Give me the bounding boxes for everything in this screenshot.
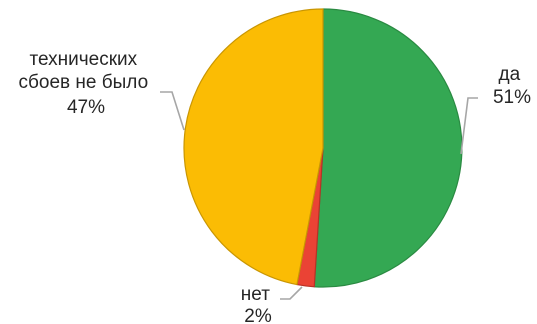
- label-yes: да 51%: [493, 64, 531, 108]
- label-yes-percent: 51%: [493, 87, 531, 108]
- leader-yes: [460, 97, 478, 155]
- label-no-percent: 2%: [244, 306, 272, 324]
- leader-no-failures: [160, 91, 185, 131]
- leader-lines: [160, 91, 478, 300]
- label-no-failures-line1: технических: [30, 49, 138, 70]
- label-no-failures-percent: 47%: [67, 97, 105, 118]
- pie-slices: [183, 8, 463, 288]
- label-no-failures-line2: сбоев не было: [19, 72, 149, 93]
- label-no-name: нет: [241, 284, 270, 305]
- slice-yes: [313, 8, 463, 288]
- leader-no: [280, 286, 303, 300]
- label-no-failures: технических сбоев не было 47%: [19, 49, 154, 118]
- label-yes-name: да: [499, 64, 521, 85]
- slice-no-failures: [183, 8, 324, 286]
- label-no: нет 2%: [241, 284, 275, 324]
